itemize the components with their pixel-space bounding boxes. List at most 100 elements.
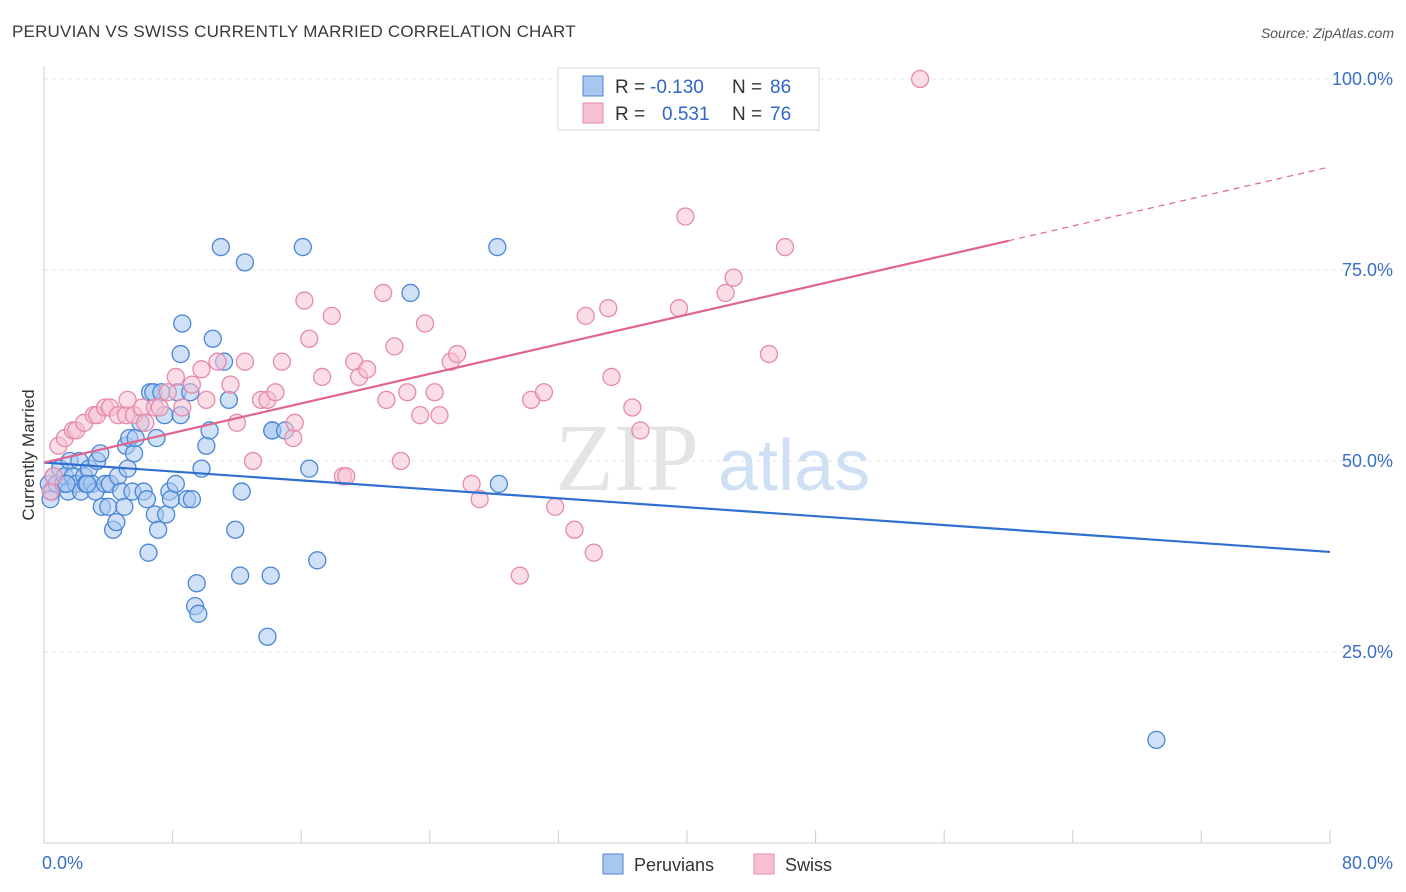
swiss-point (312, 367, 332, 387)
swiss-point (391, 451, 411, 471)
watermark-atlas: atlas (718, 426, 870, 506)
swiss-point (716, 283, 735, 303)
peruvian-point (187, 574, 206, 593)
swiss-point (300, 329, 319, 348)
swiss-point (415, 314, 435, 333)
swiss-point (584, 543, 603, 562)
swiss-point (385, 337, 404, 356)
trend-line-swiss-extension (1008, 166, 1331, 242)
swiss-point (337, 467, 356, 486)
peruvian-point (107, 512, 126, 532)
swiss-point (576, 306, 595, 325)
peruvian-point (126, 428, 145, 448)
chart-title: PERUVIAN VS SWISS CURRENTLY MARRIED CORR… (12, 22, 576, 41)
stats-n-label-1: N = (732, 77, 762, 98)
peruvian-point (115, 497, 134, 516)
swiss-point (411, 406, 430, 425)
peruvian-point (189, 604, 208, 623)
trend-line-peruvians (43, 461, 1331, 554)
swiss-point (462, 474, 481, 494)
swiss-point (447, 344, 467, 364)
swiss-point (425, 383, 444, 402)
stats-swatch-peruvians (582, 75, 604, 97)
swiss-point (243, 451, 263, 471)
stats-r-label-2: R = (615, 104, 645, 125)
stats-r-label-1: R = (615, 77, 645, 98)
axes (43, 66, 1331, 844)
y-tick-label: 50.0% (1342, 451, 1393, 471)
trend-line-swiss (43, 239, 1009, 464)
swiss-point (284, 428, 303, 448)
swiss-point (374, 283, 393, 303)
swiss-point (775, 237, 795, 257)
swiss-point (173, 398, 192, 417)
y-tick-label: 75.0% (1342, 260, 1393, 280)
peruvian-point (230, 566, 250, 585)
peruvian-point (166, 474, 185, 494)
legend-label-swiss: Swiss (785, 855, 832, 875)
legend-swatch-swiss (753, 853, 775, 875)
peruvian-point (173, 314, 192, 333)
swiss-point (430, 406, 449, 425)
stats-n-label-2: N = (732, 104, 762, 125)
swiss-point (266, 383, 285, 402)
swiss-point (910, 69, 930, 89)
x-tick-label: 80.0% (1342, 853, 1393, 873)
stats-n-value-2: 76 (770, 104, 791, 125)
peruvian-point (124, 444, 144, 463)
swiss-point (295, 291, 314, 310)
swiss-point (599, 299, 618, 318)
stats-swatch-swiss (582, 102, 604, 124)
swiss-point (759, 344, 779, 364)
peruvian-point (171, 344, 190, 364)
stats-r-value-1: -0.130 (650, 77, 704, 98)
swiss-point (631, 421, 650, 440)
peruvian-point (226, 520, 245, 539)
swiss-point (398, 383, 417, 402)
watermark-zip: ZIP (555, 404, 699, 511)
series-swiss (41, 69, 930, 585)
peruvian-point (293, 237, 312, 257)
swiss-point (470, 490, 489, 509)
swiss-point (510, 566, 529, 585)
swiss-point (235, 352, 255, 371)
peruvian-point (258, 627, 277, 646)
peruvian-point (219, 390, 239, 410)
tick-labels: 25.0% 50.0% 75.0% 100.0% 0.0% 80.0% (42, 69, 1393, 873)
y-axis-label: Currently Married (19, 389, 38, 520)
swiss-point (377, 390, 396, 410)
peruvian-point (197, 436, 216, 455)
peruvian-point (232, 482, 251, 501)
peruvian-point (203, 329, 222, 348)
peruvian-point (157, 505, 176, 524)
swiss-point (44, 467, 63, 486)
swiss-point (192, 360, 211, 379)
peruvian-point (489, 474, 509, 494)
swiss-point (623, 398, 642, 417)
y-tick-label: 25.0% (1342, 642, 1393, 662)
peruvian-point (182, 490, 202, 509)
peruvian-point (488, 237, 507, 257)
stats-n-value-1: 86 (770, 77, 791, 98)
swiss-point (182, 375, 202, 394)
swiss-point (150, 398, 169, 417)
y-tick-label: 100.0% (1332, 69, 1393, 89)
bottom-legend: Peruvians Swiss (602, 853, 832, 875)
swiss-point (534, 383, 554, 402)
legend-label-peruvians: Peruvians (634, 855, 714, 875)
swiss-point (166, 367, 185, 387)
swiss-point (322, 306, 341, 325)
swiss-point (221, 375, 240, 394)
swiss-point (676, 207, 695, 226)
stats-r-value-2: 0.531 (662, 104, 710, 125)
peruvian-point (211, 237, 230, 257)
watermark: ZIP atlas (555, 404, 870, 511)
peruvian-point (401, 283, 420, 303)
peruvian-point (78, 474, 97, 494)
swiss-point (546, 497, 565, 516)
peruvian-point (161, 490, 181, 509)
series-peruvians (39, 237, 1166, 750)
legend-swatch-peruvians (602, 853, 624, 875)
peruvian-point (99, 497, 118, 516)
